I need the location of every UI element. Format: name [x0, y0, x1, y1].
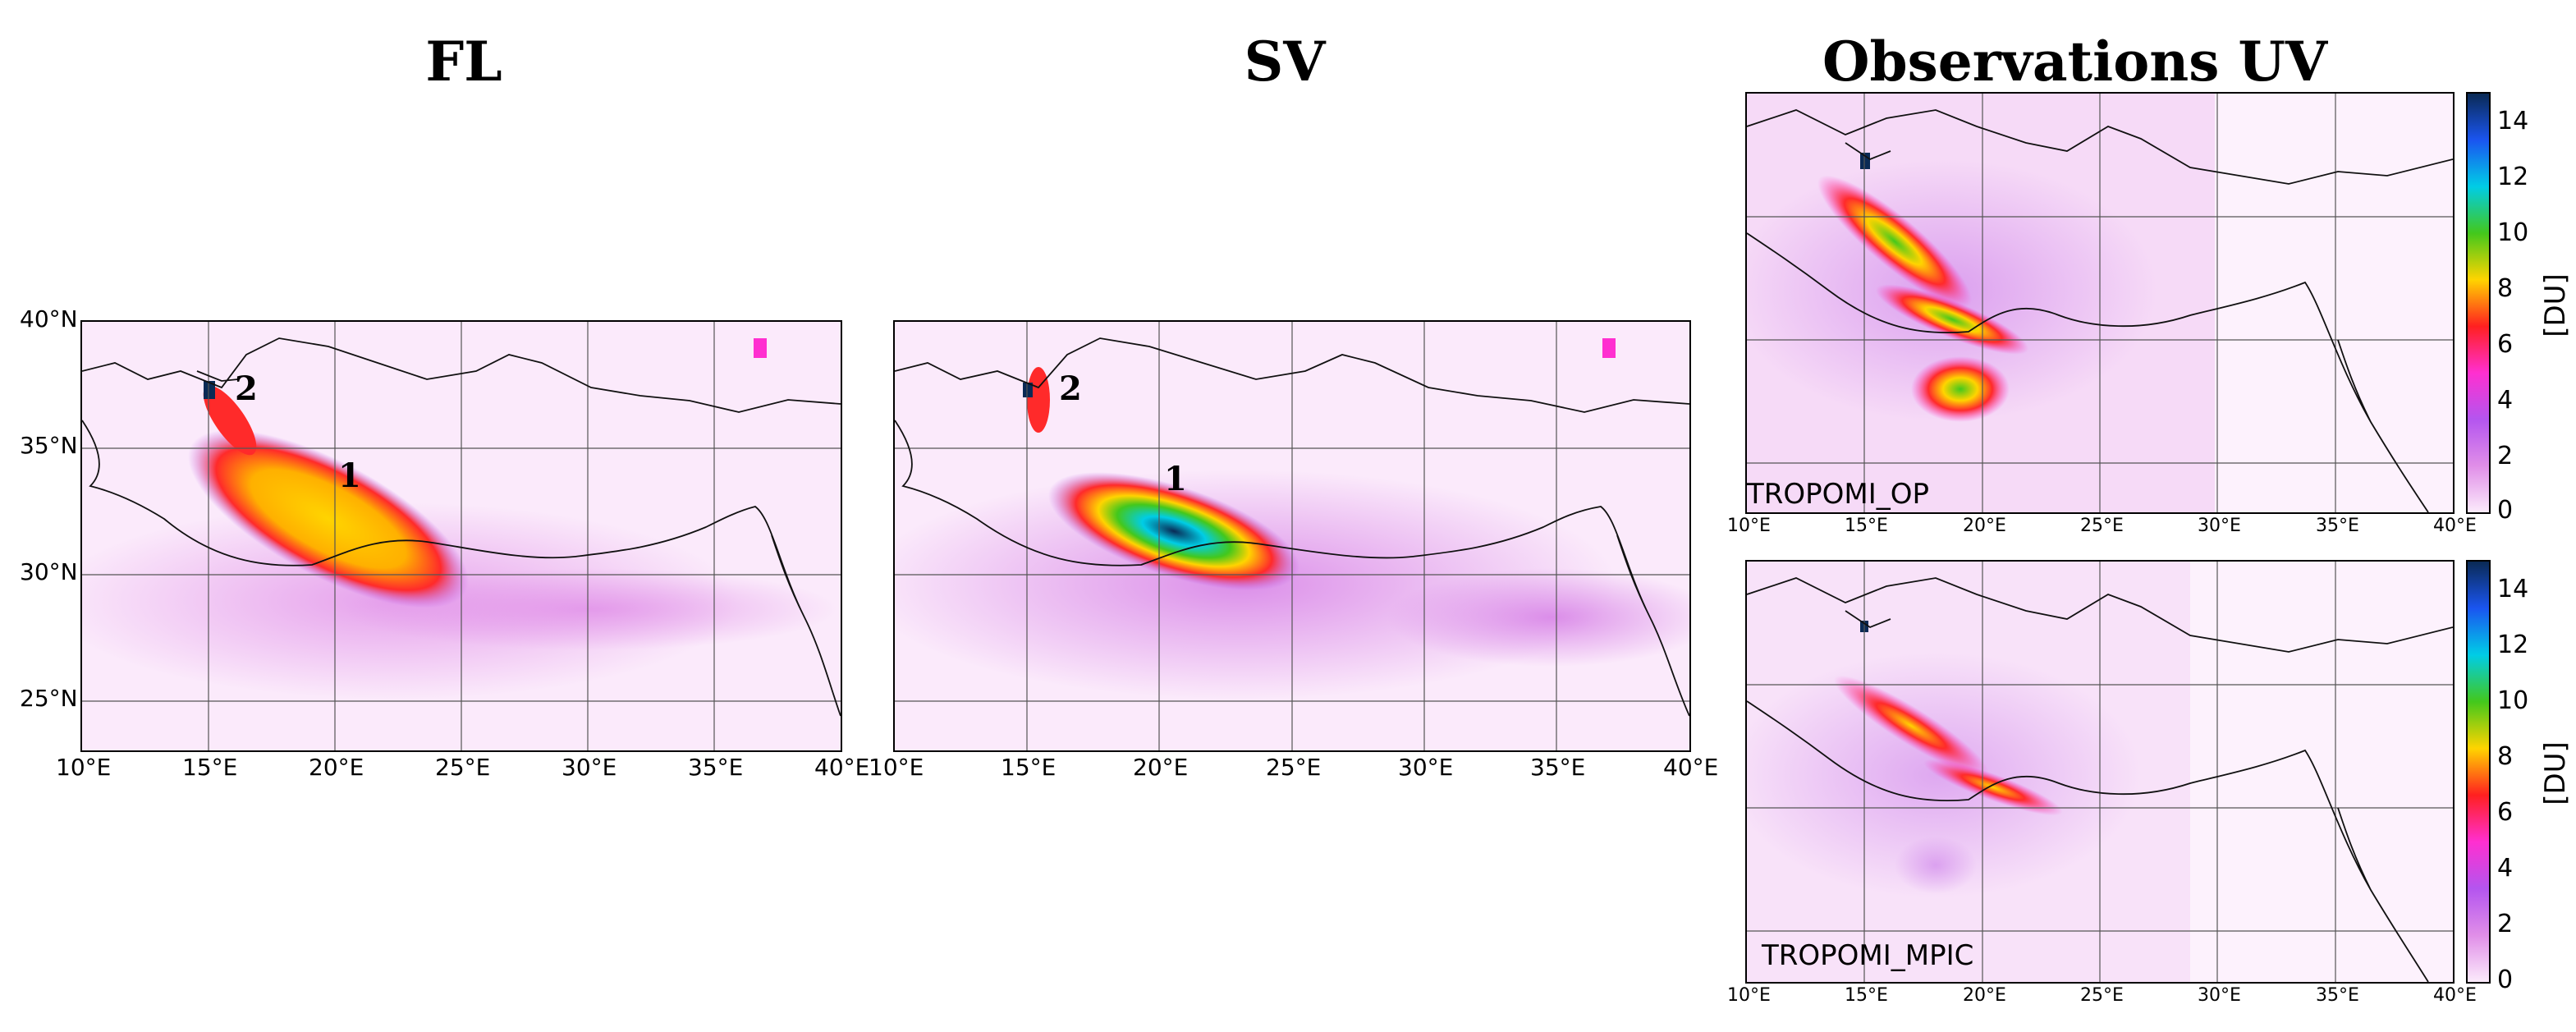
map-grid: [895, 322, 1689, 750]
obs-bottom-lon-label: 15°E: [1845, 985, 1888, 1006]
colorbar-bottom-unit: [DU]: [2538, 741, 2572, 805]
sv-lon-label: 35°E: [1530, 754, 1586, 781]
fl-lat-label: 35°N: [20, 432, 78, 459]
colorbar-bottom-tick: 8: [2497, 742, 2514, 771]
colorbar-top-tick: 0: [2497, 496, 2514, 525]
fl-lon-label: 40°E: [814, 754, 870, 781]
obs-top-lon-label: 25°E: [2080, 516, 2124, 536]
fl-map-panel: [80, 320, 842, 752]
obs-top-lon-label: 30°E: [2198, 516, 2241, 536]
obs-top-lon-label: 20°E: [1963, 516, 2006, 536]
colorbar-top-unit: [DU]: [2538, 273, 2572, 337]
sv-lon-label: 25°E: [1266, 754, 1322, 781]
colorbar-bottom: [2466, 560, 2491, 984]
colorbar-top-tick: 14: [2497, 107, 2529, 135]
plume-core: [1817, 175, 1972, 308]
fl-marker-2: 2: [235, 369, 258, 408]
sv-map-panel: [893, 320, 1691, 752]
colorbar-bottom-tick: 12: [2497, 631, 2529, 659]
colorbar-top-tick: 4: [2497, 386, 2514, 415]
fl-lon-label: 20°E: [309, 754, 364, 781]
sv-marker-2: 2: [1059, 369, 1082, 408]
fl-lat-label: 40°N: [20, 305, 78, 333]
colorbar-top: [2466, 92, 2491, 514]
fl-lat-label: 25°N: [20, 685, 78, 712]
plume-core: [1833, 675, 1989, 777]
plume-source: [1023, 383, 1033, 397]
obs-bottom-panel: [1745, 560, 2455, 984]
title-fl: FL: [425, 30, 502, 94]
plume-source: [204, 381, 215, 399]
colorbar-top-tick: 6: [2497, 330, 2514, 359]
obs-top-lon-label: 35°E: [2316, 516, 2359, 536]
fl-marker-1: 1: [338, 456, 361, 495]
plume-core: [188, 429, 469, 608]
map-grid: [1747, 94, 2453, 512]
colorbar-bottom-tick: 6: [2497, 798, 2514, 827]
fl-lon-label: 10°E: [56, 754, 112, 781]
fl-lon-label: 15°E: [182, 754, 238, 781]
colorbar-bottom-tick: 0: [2497, 965, 2514, 994]
sv-lon-label: 20°E: [1133, 754, 1189, 781]
fl-map-svg: [82, 322, 841, 750]
fl-lon-label: 35°E: [688, 754, 744, 781]
obs-bottom-lon-label: 25°E: [2080, 985, 2124, 1006]
fl-lat-label: 30°N: [20, 558, 78, 585]
coastline: [82, 337, 841, 717]
obs-top-svg: [1747, 94, 2453, 512]
colorbar-top-tick: 2: [2497, 442, 2514, 470]
obs-bottom-lon-label: 35°E: [2316, 985, 2359, 1006]
obs-bottom-lon-label: 20°E: [1963, 985, 2006, 1006]
coastline: [895, 337, 1689, 717]
obs-top-lon-label: 10°E: [1727, 516, 1771, 536]
obs-bottom-lon-label: 40°E: [2433, 985, 2477, 1006]
obs-bottom-lon-label: 10°E: [1727, 985, 1771, 1006]
colorbar-top-tick: 12: [2497, 163, 2529, 191]
plume-core: [1047, 472, 1300, 590]
colorbar-bottom-tick: 10: [2497, 686, 2529, 715]
fl-lon-label: 30°E: [561, 754, 617, 781]
sv-marker-1: 1: [1164, 460, 1187, 498]
colorbar-top-tick: 10: [2497, 218, 2529, 247]
sv-lon-label: 15°E: [1001, 754, 1057, 781]
map-grid: [1747, 562, 2453, 982]
obs-top-label: TROPOMI_OP: [1747, 478, 1930, 511]
obs-bottom-label: TROPOMI_MPIC: [1762, 939, 1974, 972]
obs-top-lon-label: 15°E: [1845, 516, 1888, 536]
sv-lon-label: 40°E: [1663, 754, 1719, 781]
colorbar-top-tick: 8: [2497, 274, 2514, 303]
colorbar-bottom-tick: 14: [2497, 575, 2529, 603]
coastline: [1747, 577, 2453, 982]
obs-bottom-lon-label: 30°E: [2198, 985, 2241, 1006]
coastline: [1747, 109, 2453, 512]
sv-lon-label: 10°E: [869, 754, 924, 781]
colorbar-bottom-tick: 2: [2497, 910, 2514, 938]
fl-lon-label: 25°E: [435, 754, 491, 781]
sv-map-svg: [895, 322, 1689, 750]
sv-lon-label: 30°E: [1398, 754, 1454, 781]
obs-top-panel: [1745, 92, 2455, 514]
title-observations: Observations UV: [1822, 30, 2328, 94]
obs-top-lon-label: 40°E: [2433, 516, 2477, 536]
obs-bottom-svg: [1747, 562, 2453, 982]
title-sv: SV: [1244, 30, 1326, 94]
map-grid: [82, 322, 841, 750]
colorbar-bottom-tick: 4: [2497, 854, 2514, 883]
